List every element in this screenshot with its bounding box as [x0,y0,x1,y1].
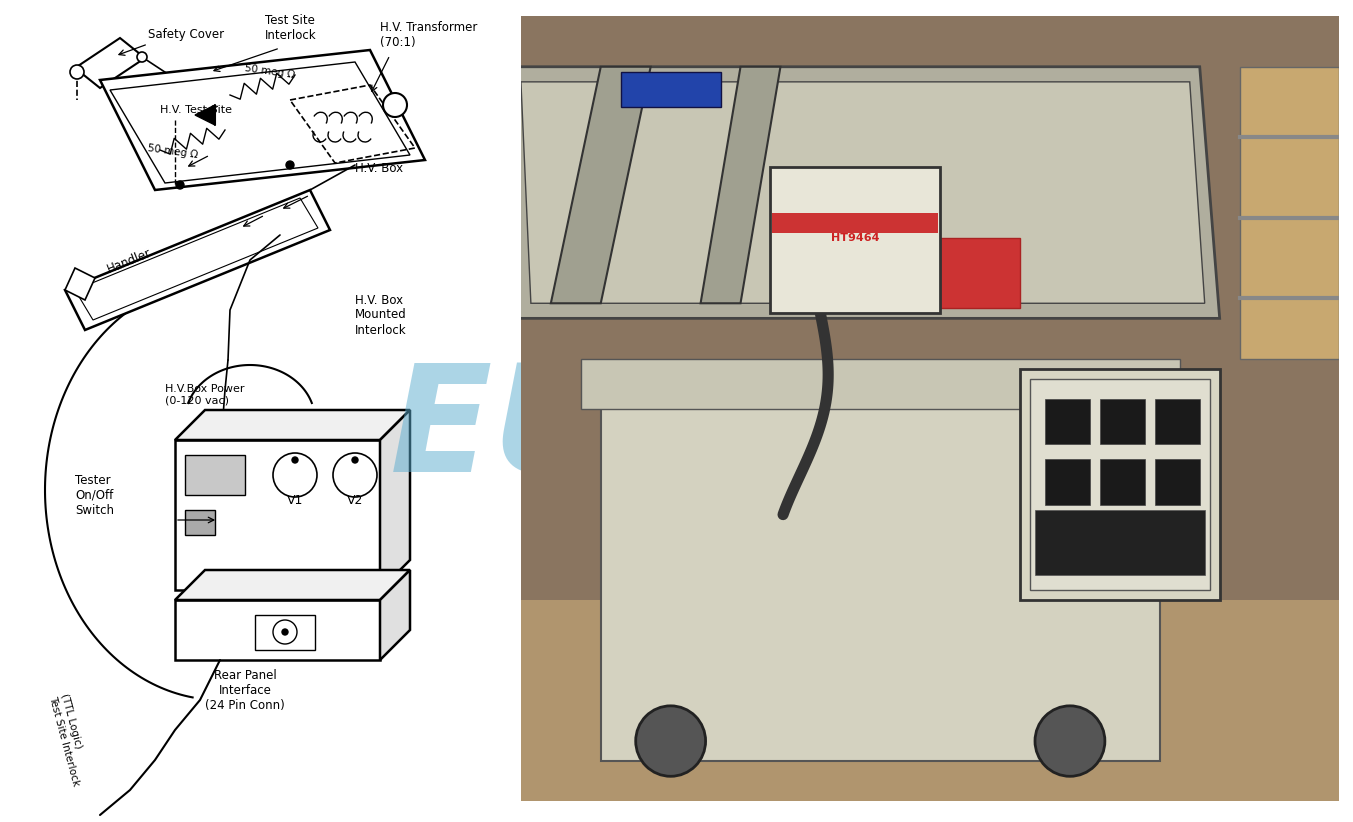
Text: (TTL Logic)
Test Site Interlock: (TTL Logic) Test Site Interlock [47,692,92,787]
Polygon shape [1155,459,1200,505]
Text: 50 meg Ω: 50 meg Ω [245,63,296,80]
Polygon shape [65,190,330,330]
Text: HT9464: HT9464 [831,233,879,242]
Polygon shape [380,410,410,590]
Polygon shape [1100,520,1145,565]
Text: Handler: Handler [106,247,154,276]
Polygon shape [185,455,245,495]
Text: EUT  TEST: EUT TEST [390,358,1237,502]
Polygon shape [254,615,315,650]
Polygon shape [940,238,1020,308]
Polygon shape [195,105,215,125]
Text: H.V. Test Site: H.V. Test Site [160,105,231,115]
Polygon shape [1045,459,1091,505]
Polygon shape [1020,369,1219,600]
Circle shape [292,457,298,463]
Polygon shape [175,410,410,440]
Polygon shape [65,268,95,300]
Circle shape [285,161,294,169]
Bar [0,0,520,822]
Circle shape [137,52,147,62]
Text: V1: V1 [287,493,303,506]
Text: Test Site
Interlock: Test Site Interlock [265,14,317,42]
Polygon shape [1155,520,1200,565]
Polygon shape [1155,399,1200,444]
Polygon shape [621,72,721,107]
Polygon shape [1100,459,1145,505]
Circle shape [176,181,184,189]
Circle shape [281,629,288,635]
Polygon shape [601,369,1160,761]
Text: H.V. Box: H.V. Box [354,161,403,174]
Circle shape [333,453,377,497]
Polygon shape [580,358,1180,409]
Polygon shape [1045,399,1091,444]
Polygon shape [521,82,1204,303]
Polygon shape [1030,379,1210,590]
Polygon shape [185,510,215,535]
Text: 50 meg Ω: 50 meg Ω [147,143,199,160]
Text: H.V. Transformer
(70:1): H.V. Transformer (70:1) [380,21,478,49]
Polygon shape [701,67,781,303]
Polygon shape [551,67,651,303]
Text: Rear Panel
Interface
(24 Pin Conn): Rear Panel Interface (24 Pin Conn) [206,668,285,712]
Circle shape [383,93,407,117]
Circle shape [70,65,84,79]
Polygon shape [175,600,380,660]
Text: Tester
On/Off
Switch: Tester On/Off Switch [74,473,114,516]
Circle shape [636,706,705,776]
Polygon shape [501,67,551,218]
Text: H.V.Box Power
(0-120 vac): H.V.Box Power (0-120 vac) [165,384,245,406]
Polygon shape [1045,520,1091,565]
Polygon shape [770,168,940,313]
Circle shape [352,457,359,463]
Text: Safety Cover: Safety Cover [147,29,225,41]
Polygon shape [1100,399,1145,444]
Polygon shape [521,600,1339,801]
Polygon shape [380,570,410,660]
Text: H.V. Box
Mounted
Interlock: H.V. Box Mounted Interlock [354,293,407,336]
Circle shape [273,620,298,644]
Polygon shape [100,50,425,190]
Polygon shape [1239,67,1339,358]
Polygon shape [1035,510,1204,575]
Circle shape [1035,706,1105,776]
Polygon shape [175,570,410,600]
Polygon shape [773,213,938,233]
Polygon shape [501,67,1219,318]
Text: V2: V2 [346,493,363,506]
Polygon shape [74,38,145,88]
Polygon shape [175,440,380,590]
Circle shape [273,453,317,497]
